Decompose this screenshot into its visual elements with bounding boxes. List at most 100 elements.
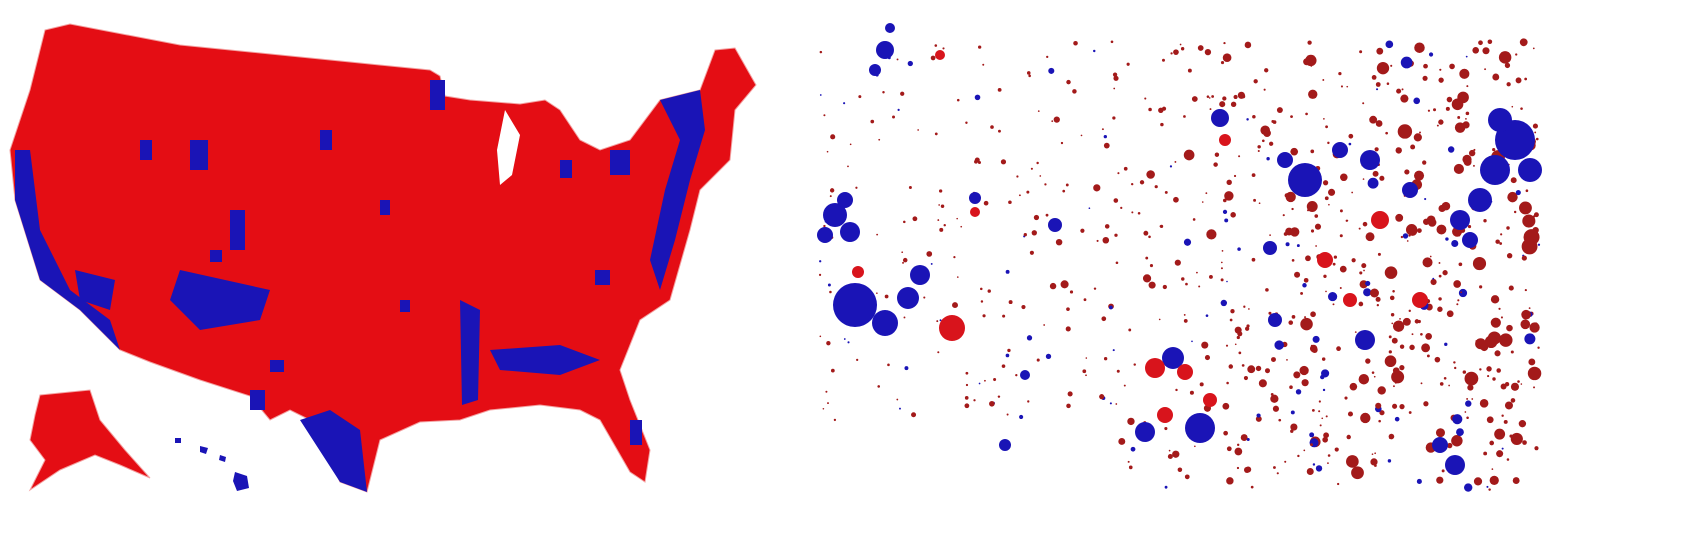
county-bubble [983, 200, 989, 206]
county-bubble [1464, 371, 1479, 386]
county-bubble [1201, 201, 1204, 203]
county-bubble [1513, 210, 1517, 214]
county-bubble [1234, 343, 1237, 346]
county-bubble [1395, 147, 1402, 154]
county-bubble [823, 203, 847, 227]
county-bubble [1492, 377, 1496, 381]
county-bubble [1220, 267, 1223, 270]
county-bubble [1500, 316, 1503, 319]
county-bubble [1450, 210, 1470, 230]
county-bubble [1257, 145, 1261, 149]
county-bubble [1311, 409, 1315, 412]
county-bubble [1172, 450, 1180, 458]
county-bubble [1488, 108, 1512, 132]
county-bubble [1031, 230, 1037, 236]
county-bubble [1222, 198, 1227, 203]
county-bubble [1436, 476, 1444, 484]
county-bubble [1220, 299, 1228, 307]
county-bubble [1043, 324, 1046, 326]
county-bubble [1438, 274, 1442, 278]
county-bubble [1233, 94, 1238, 100]
county-bubble [1253, 198, 1257, 202]
county-bubble [1270, 394, 1279, 403]
county-bubble [1036, 358, 1040, 362]
county-bubble [1434, 356, 1441, 363]
county-bubble [892, 115, 895, 119]
county-bubble [1524, 77, 1528, 81]
county-bubble [1510, 432, 1523, 446]
county-bubble [1488, 488, 1491, 491]
county-bubble [1499, 333, 1513, 347]
county-bubble [989, 400, 995, 407]
county-bubble [935, 50, 945, 60]
county-bubble-map [817, 23, 1542, 492]
county-bubble [1318, 400, 1321, 403]
county-bubble [1453, 361, 1456, 364]
county-bubble [1473, 164, 1475, 167]
county-bubble [1391, 370, 1405, 384]
county-bubble [1463, 157, 1472, 166]
county-bubble [902, 257, 908, 263]
county-bubble [1359, 271, 1363, 275]
county-bubble [993, 378, 997, 382]
county-bubble [1030, 167, 1033, 170]
county-bubble [1336, 346, 1341, 352]
county-bubble [1457, 116, 1461, 119]
county-bubble [1363, 269, 1365, 272]
county-bubble [1160, 122, 1164, 127]
county-bubble [1229, 318, 1233, 322]
county-bubble [1220, 61, 1225, 65]
county-bubble [1082, 369, 1087, 374]
county-bubble [1291, 207, 1294, 211]
county-bubble [1268, 311, 1272, 315]
county-bubble [1423, 401, 1429, 407]
county-bubble [1346, 434, 1351, 440]
county-bubble [1460, 439, 1463, 442]
county-bubble [885, 23, 895, 33]
county-bubble [878, 138, 881, 141]
county-bubble [900, 91, 905, 96]
county-bubble [1083, 298, 1087, 302]
county-bubble [887, 363, 890, 367]
county-bubble [1085, 357, 1088, 359]
county-bubble [1327, 291, 1338, 302]
county-bubble [884, 294, 889, 299]
county-bubble [1413, 97, 1421, 105]
county-bubble [1159, 224, 1164, 229]
county-bubble [1486, 416, 1494, 424]
county-bubble [1311, 346, 1318, 353]
county-bubble [1494, 428, 1506, 440]
county-bubble [1222, 402, 1230, 410]
county-bubble [1238, 351, 1242, 355]
county-bubble [1386, 82, 1390, 85]
county-bubble [1534, 131, 1537, 134]
county-bubble [1241, 364, 1245, 367]
county-bubble [1240, 434, 1248, 442]
county-bubble [1369, 115, 1378, 124]
blue-northeast [650, 90, 705, 290]
county-bubble [1355, 330, 1375, 350]
county-bubble [1319, 424, 1322, 427]
county-bubble [896, 58, 899, 61]
blue-delta [460, 300, 480, 405]
county-bubble [1104, 224, 1110, 229]
county-bubble [1303, 449, 1306, 452]
county-bubble [1185, 282, 1188, 286]
county-bubble [1137, 211, 1141, 215]
county-bubble [1457, 299, 1460, 302]
county-bubble [1400, 235, 1404, 239]
county-bubble [1348, 142, 1352, 146]
county-bubble [1112, 116, 1116, 120]
county-bubble [1223, 41, 1226, 45]
county-bubble [1028, 74, 1031, 78]
county-bubble [1116, 369, 1120, 373]
county-bubble [872, 310, 898, 336]
county-bubble [1528, 307, 1531, 310]
county-bubble [1465, 111, 1470, 116]
county-bubble [1290, 115, 1293, 118]
county-bubble [1438, 297, 1442, 301]
county-bubble [1464, 411, 1467, 413]
county-bubble [1192, 218, 1196, 221]
county-bubble [1361, 263, 1367, 269]
county-bubble [1085, 374, 1087, 377]
